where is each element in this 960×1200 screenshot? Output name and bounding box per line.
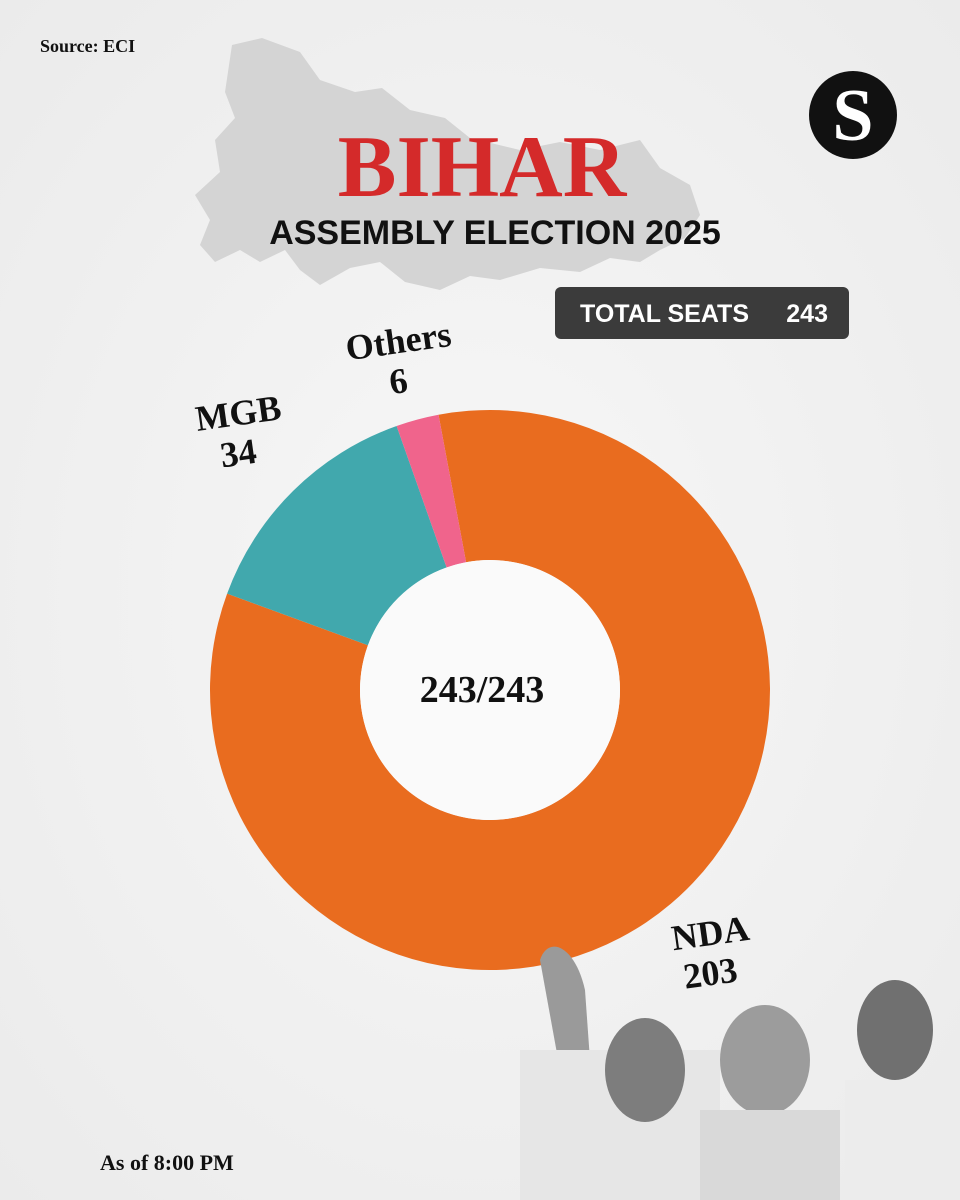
photo-figures <box>520 946 960 1200</box>
donut-segment <box>227 426 447 646</box>
center-label: 243/243 <box>420 669 545 711</box>
title: BIHAR <box>338 119 628 216</box>
total-badge <box>555 287 849 339</box>
logo-letter: S <box>832 75 873 157</box>
donut-segment <box>396 414 467 568</box>
segment-value: 34 <box>218 431 259 476</box>
segment-value: 6 <box>387 360 410 402</box>
segment-value: 203 <box>681 950 740 997</box>
total-value: 243 <box>786 300 828 328</box>
source: Source: ECI <box>40 36 135 56</box>
donut-segment <box>209 410 770 971</box>
logo <box>809 71 897 159</box>
footnote: As of 8:00 PM <box>100 1150 234 1175</box>
total-label: TOTAL SEATS <box>580 300 749 328</box>
donut-hole <box>360 560 620 820</box>
subtitle: ASSEMBLY ELECTION 2025 <box>269 214 721 252</box>
map-silhouette <box>195 38 700 290</box>
